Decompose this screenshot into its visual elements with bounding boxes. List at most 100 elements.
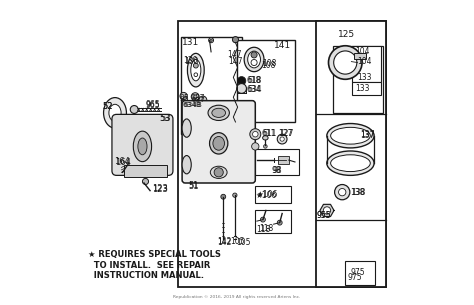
Circle shape — [237, 77, 246, 85]
Circle shape — [335, 185, 350, 200]
Text: 618: 618 — [247, 76, 261, 85]
Text: 118: 118 — [259, 224, 273, 233]
Text: 108: 108 — [262, 59, 277, 68]
Text: 611: 611 — [261, 129, 276, 138]
Circle shape — [251, 52, 257, 58]
Text: 98: 98 — [273, 166, 283, 175]
Circle shape — [199, 96, 207, 104]
Text: 634B: 634B — [183, 102, 202, 108]
Text: 51: 51 — [189, 181, 199, 190]
Text: 618: 618 — [247, 76, 262, 85]
Ellipse shape — [244, 47, 264, 72]
Bar — [181, 37, 242, 134]
Text: 164: 164 — [115, 158, 131, 167]
Circle shape — [328, 46, 362, 79]
Ellipse shape — [263, 136, 268, 140]
Text: ★106: ★106 — [256, 190, 278, 199]
FancyBboxPatch shape — [112, 114, 173, 175]
Text: 955: 955 — [317, 211, 331, 220]
Circle shape — [233, 193, 237, 197]
Ellipse shape — [103, 98, 127, 128]
Bar — [352, 46, 381, 82]
Text: 104: 104 — [357, 56, 371, 66]
Ellipse shape — [138, 138, 147, 155]
Text: 130: 130 — [183, 56, 198, 65]
Circle shape — [180, 92, 187, 100]
Bar — [255, 186, 292, 203]
Text: 634: 634 — [247, 85, 261, 94]
Text: 138: 138 — [351, 188, 365, 197]
Circle shape — [250, 129, 261, 140]
Text: 142: 142 — [217, 237, 231, 246]
Ellipse shape — [191, 59, 201, 81]
Text: 955: 955 — [316, 210, 331, 220]
Ellipse shape — [248, 51, 261, 68]
Bar — [178, 21, 386, 287]
Text: 634B: 634B — [182, 102, 201, 108]
Ellipse shape — [210, 133, 228, 154]
Text: 147: 147 — [228, 56, 242, 66]
Bar — [352, 82, 381, 95]
Text: 53: 53 — [160, 114, 171, 123]
Circle shape — [194, 73, 198, 77]
Text: 142: 142 — [217, 238, 232, 247]
Text: 137: 137 — [361, 131, 375, 140]
Text: 130: 130 — [184, 56, 199, 66]
Ellipse shape — [134, 117, 142, 131]
Text: 133: 133 — [357, 73, 371, 82]
Ellipse shape — [109, 104, 121, 121]
Circle shape — [199, 102, 207, 110]
Ellipse shape — [327, 151, 374, 175]
Circle shape — [277, 134, 287, 144]
Text: 634: 634 — [247, 85, 262, 94]
Ellipse shape — [212, 108, 226, 117]
Circle shape — [232, 37, 238, 43]
Text: 133: 133 — [356, 84, 370, 93]
Ellipse shape — [208, 105, 229, 120]
Bar — [278, 156, 289, 164]
Text: 164: 164 — [114, 157, 130, 166]
Circle shape — [193, 63, 198, 68]
Bar — [354, 53, 366, 59]
Bar — [333, 46, 383, 113]
Circle shape — [214, 168, 223, 177]
Text: 118: 118 — [256, 225, 271, 234]
Circle shape — [251, 59, 257, 66]
Text: 51: 51 — [188, 181, 199, 191]
Text: ★106: ★106 — [255, 191, 277, 200]
Circle shape — [280, 137, 284, 141]
Text: 965: 965 — [146, 101, 160, 110]
Text: 987: 987 — [191, 94, 205, 103]
FancyBboxPatch shape — [182, 101, 255, 183]
Circle shape — [143, 178, 148, 185]
Bar — [124, 165, 167, 177]
Bar — [333, 24, 383, 44]
Text: 52: 52 — [102, 102, 113, 111]
Text: 52: 52 — [102, 102, 112, 111]
Ellipse shape — [136, 120, 140, 127]
Circle shape — [253, 131, 258, 137]
Text: 123: 123 — [152, 184, 167, 193]
Bar — [345, 261, 375, 285]
Bar — [255, 210, 292, 233]
Text: 123: 123 — [152, 185, 168, 194]
Bar — [237, 40, 295, 122]
Circle shape — [221, 194, 226, 199]
Circle shape — [210, 39, 212, 41]
Text: 611: 611 — [262, 129, 276, 138]
Circle shape — [338, 188, 346, 196]
Text: 131: 131 — [182, 38, 200, 47]
Text: 95: 95 — [179, 94, 189, 103]
Text: ★ REQUIRES SPECIAL TOOLS
  TO INSTALL.  SEE REPAIR
  INSTRUCTION MANUAL.: ★ REQUIRES SPECIAL TOOLS TO INSTALL. SEE… — [88, 250, 220, 280]
Text: 105: 105 — [236, 238, 251, 247]
Circle shape — [237, 84, 246, 93]
Polygon shape — [320, 204, 334, 217]
Text: 125: 125 — [337, 30, 355, 39]
Text: 53: 53 — [160, 114, 171, 124]
Ellipse shape — [182, 119, 191, 137]
Bar — [255, 149, 299, 175]
Ellipse shape — [331, 127, 370, 144]
Text: Republication © 2016, 2019 All rights reserved Ariens Inc.: Republication © 2016, 2019 All rights re… — [173, 295, 301, 299]
Text: 104: 104 — [356, 47, 370, 56]
Text: 138: 138 — [350, 188, 365, 197]
